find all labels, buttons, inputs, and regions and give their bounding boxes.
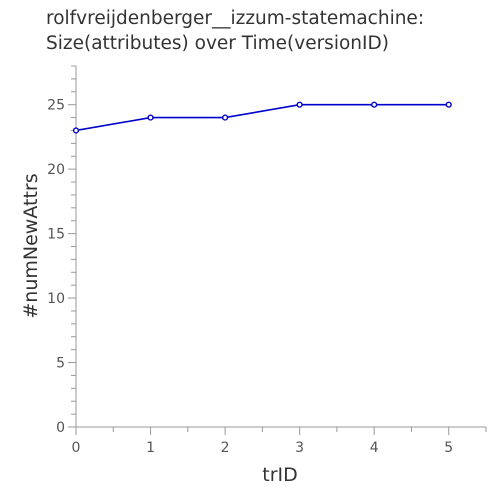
y-tick-label: 25	[47, 98, 65, 114]
data-point	[72, 127, 80, 134]
data-point	[221, 114, 229, 121]
x-tick-label: 0	[72, 440, 81, 456]
data-point	[445, 101, 452, 108]
data-point	[147, 114, 154, 121]
series-line	[75, 103, 449, 132]
x-axis-label: trID	[262, 464, 298, 486]
x-tick-label: 3	[295, 440, 304, 456]
data-point	[296, 101, 303, 108]
y-tick-label: 5	[56, 356, 65, 372]
x-tick-label: 1	[146, 440, 155, 456]
chart-title-line-2: Size(attributes) over Time(versionID)	[46, 33, 389, 54]
y-tick-label: 0	[56, 420, 65, 436]
y-axis-label: #numNewAttrs	[20, 173, 42, 318]
chart-title-line-1: rolfvreijdenberger__izzum-statemachine:	[46, 8, 425, 29]
x-tick-label: 5	[444, 440, 453, 456]
x-tick-label: 2	[221, 440, 230, 456]
data-point	[371, 101, 378, 108]
chart-title: rolfvreijdenberger__izzum-statemachine: …	[46, 6, 496, 56]
x-tick-label: 4	[370, 440, 379, 456]
y-tick-label: 15	[47, 227, 65, 243]
ticks: 0 5 10 15 20 25 0 1 2 3 4 5	[47, 65, 487, 456]
series	[72, 101, 452, 134]
y-tick-label: 20	[47, 162, 65, 178]
y-tick-label: 10	[47, 291, 65, 307]
